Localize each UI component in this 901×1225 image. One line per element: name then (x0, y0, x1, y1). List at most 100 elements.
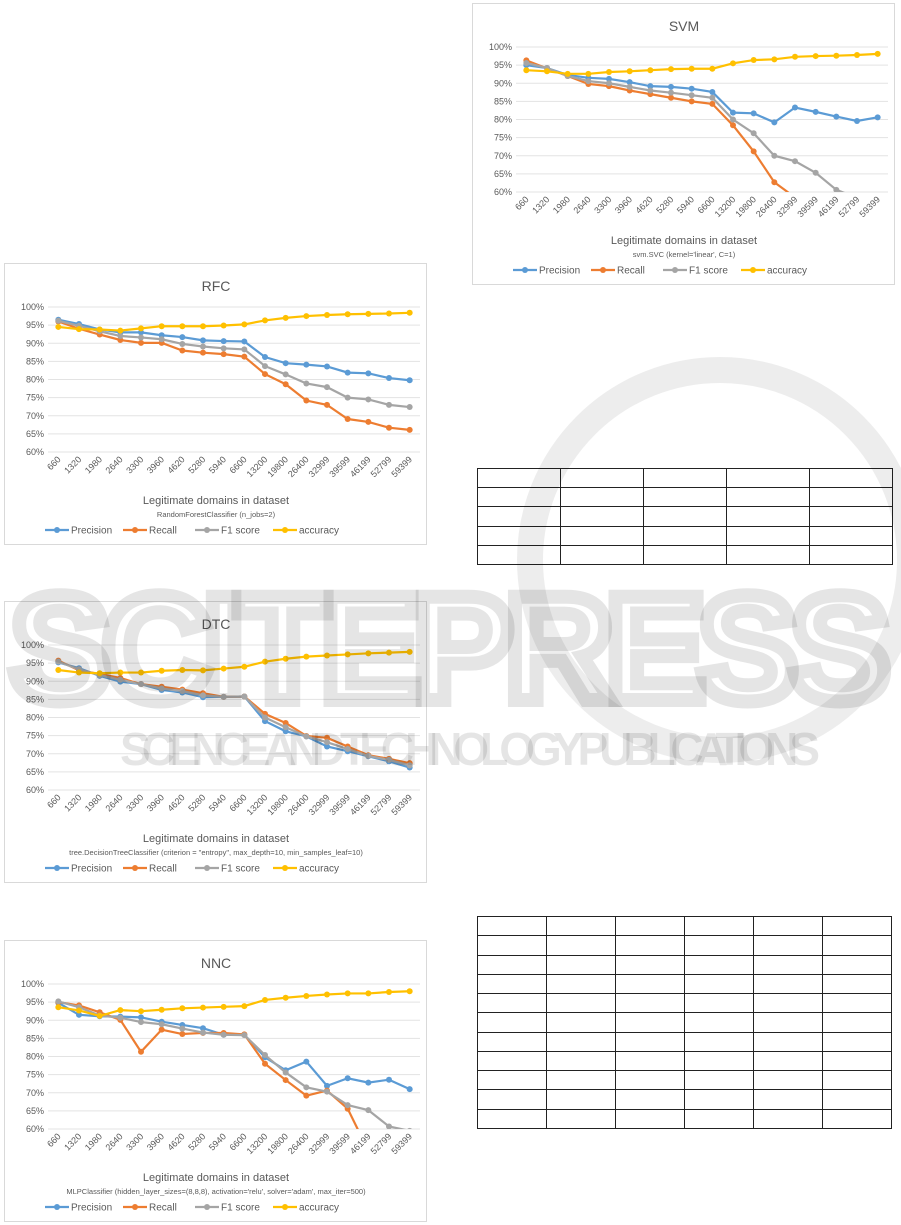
legend-label: Precision (71, 1203, 112, 1214)
data-point-recall (344, 416, 351, 423)
data-point-recall (730, 122, 736, 129)
data-point-f1-score (303, 1084, 310, 1091)
data-point-f1-score (406, 404, 413, 411)
data-point-accuracy (282, 314, 289, 321)
data-point-f1-score (833, 186, 840, 192)
data-point-accuracy (344, 651, 351, 658)
table-cell (477, 993, 547, 1014)
table-cell (546, 954, 616, 975)
table-row (477, 1070, 892, 1091)
table-row (477, 915, 892, 937)
table-cell (615, 915, 685, 937)
table-cell (753, 1012, 823, 1033)
data-point-accuracy (606, 69, 612, 76)
data-point-accuracy (365, 990, 372, 997)
y-tick-label: 95% (494, 60, 512, 70)
data-point-accuracy (138, 1008, 144, 1015)
data-point-accuracy (76, 1007, 82, 1014)
data-point-accuracy (854, 51, 860, 58)
data-point-precision (688, 85, 695, 92)
x-tick-label: 1320 (62, 792, 83, 813)
data-point-f1-score (344, 394, 351, 401)
x-tick-label: 19800 (265, 792, 290, 817)
data-point-f1-score (344, 1102, 351, 1109)
table-cell (560, 544, 644, 566)
data-point-accuracy (138, 325, 144, 332)
data-point-f1-score (117, 676, 124, 683)
x-tick-label: 5280 (654, 194, 675, 215)
data-point-accuracy (626, 68, 633, 75)
table-cell (684, 915, 754, 937)
table-cell (546, 1070, 616, 1091)
series-line-f1-score (57, 660, 410, 767)
data-point-precision (647, 83, 654, 90)
x-tick-label: 13200 (245, 792, 270, 817)
table-cell (560, 525, 644, 546)
data-point-f1-score (55, 998, 62, 1005)
legend-label: F1 score (221, 1203, 260, 1214)
x-tick-label: 660 (45, 1131, 63, 1149)
table-cell (477, 915, 547, 937)
table-cell (615, 1070, 685, 1091)
data-point-recall (709, 100, 716, 107)
data-point-recall (220, 351, 227, 358)
data-point-accuracy (812, 53, 819, 60)
table-row (477, 467, 893, 489)
table-cell (477, 1070, 547, 1091)
data-point-accuracy (179, 667, 186, 674)
data-point-precision (406, 377, 413, 384)
data-point-f1-score (138, 681, 144, 688)
data-point-accuracy (55, 667, 62, 674)
y-tick-label: 80% (494, 115, 512, 125)
data-point-precision (303, 1058, 310, 1065)
plot-area (523, 50, 881, 192)
data-point-accuracy (709, 65, 716, 72)
data-point-accuracy (647, 67, 654, 74)
series-line-accuracy (58, 990, 410, 1018)
y-tick-label: 95% (26, 997, 44, 1007)
x-tick-label: 3300 (124, 454, 145, 475)
data-point-precision (200, 1025, 206, 1032)
table-cell (546, 935, 616, 956)
data-point-f1-score (324, 384, 330, 391)
x-tick-label: 32999 (307, 454, 332, 479)
data-point-f1-score (626, 83, 633, 90)
table-cell (643, 467, 727, 489)
legend-swatch-marker (204, 1204, 210, 1210)
data-point-f1-score (750, 130, 757, 137)
data-point-recall (303, 1092, 310, 1099)
data-point-f1-score (262, 363, 268, 370)
data-point-precision (750, 110, 757, 117)
data-point-precision (812, 108, 819, 115)
data-point-recall (158, 1026, 165, 1033)
y-tick-label: 85% (494, 96, 512, 106)
x-tick-label: 4620 (166, 792, 187, 813)
series-line-accuracy (58, 650, 410, 675)
table-cell (615, 1050, 685, 1072)
data-point-accuracy (730, 60, 736, 67)
table-cell (560, 487, 644, 508)
data-point-accuracy (117, 1007, 124, 1014)
data-point-f1-score (55, 658, 62, 665)
data-point-recall (179, 347, 186, 354)
table-cell (809, 525, 893, 546)
x-tick-label: 2640 (104, 454, 125, 475)
x-tick-label: 4620 (166, 1131, 187, 1152)
y-tick-label: 85% (26, 356, 44, 366)
x-tick-label: 26400 (286, 1131, 311, 1156)
x-tick-label: 19800 (265, 1131, 290, 1156)
data-point-f1-score (386, 756, 392, 763)
data-point-f1-score (324, 739, 330, 746)
series-line-f1-score (58, 319, 410, 409)
data-point-accuracy (386, 649, 392, 656)
table-cell (477, 1031, 547, 1052)
legend-swatch-marker (204, 527, 210, 533)
data-point-accuracy (523, 67, 530, 74)
x-tick-label: 26400 (286, 454, 311, 479)
data-point-accuracy (282, 655, 289, 662)
x-tick-label: 46199 (348, 792, 373, 817)
x-tick-label: 1320 (62, 1131, 83, 1152)
table-cell (753, 935, 823, 956)
rfc-chart: RFC 60% 65% 70% 75% 80% 85% 90% 95% 100% 660 1320 19… (4, 263, 427, 545)
data-point-accuracy (324, 652, 330, 659)
